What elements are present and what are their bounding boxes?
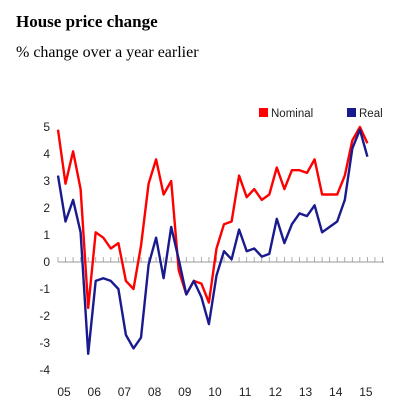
x-tick-label: 09 <box>178 385 192 399</box>
y-tick-label: 4 <box>43 147 50 161</box>
x-tick-label: 07 <box>118 385 132 399</box>
x-tick-label: 11 <box>239 385 252 399</box>
chart-title: House price change <box>16 12 158 31</box>
series-line-real <box>56 128 369 355</box>
y-tick-label: -1 <box>39 282 50 296</box>
x-tick-label: 08 <box>148 385 162 399</box>
y-tick-label: -3 <box>39 336 50 350</box>
x-tick-label: 13 <box>299 385 313 399</box>
chart-subtitle: % change over a year earlier <box>16 44 199 61</box>
series-line-nominal <box>56 125 369 310</box>
legend-label-real: Real <box>359 108 383 120</box>
x-tick-label: 14 <box>329 385 343 399</box>
legend-swatch-real <box>347 108 356 117</box>
y-tick-label: 5 <box>43 120 50 134</box>
legend-swatch-nominal <box>259 108 268 117</box>
legend: Nominal Real <box>259 108 383 120</box>
x-tick-label: 06 <box>88 385 102 399</box>
x-tick-label: 05 <box>57 385 71 399</box>
y-tick-label: 2 <box>43 201 50 215</box>
x-tick-label: 10 <box>208 385 222 399</box>
y-tick-label: -2 <box>39 309 50 323</box>
legend-label-nominal: Nominal <box>271 108 313 120</box>
x-tick-label: 15 <box>359 385 373 399</box>
y-tick-label: 1 <box>43 228 50 242</box>
y-tick-label: -4 <box>39 363 50 377</box>
y-tick-label: 3 <box>43 174 50 188</box>
y-tick-label: 0 <box>43 255 50 269</box>
series-layer <box>56 125 369 355</box>
x-tick-label: 12 <box>269 385 283 399</box>
